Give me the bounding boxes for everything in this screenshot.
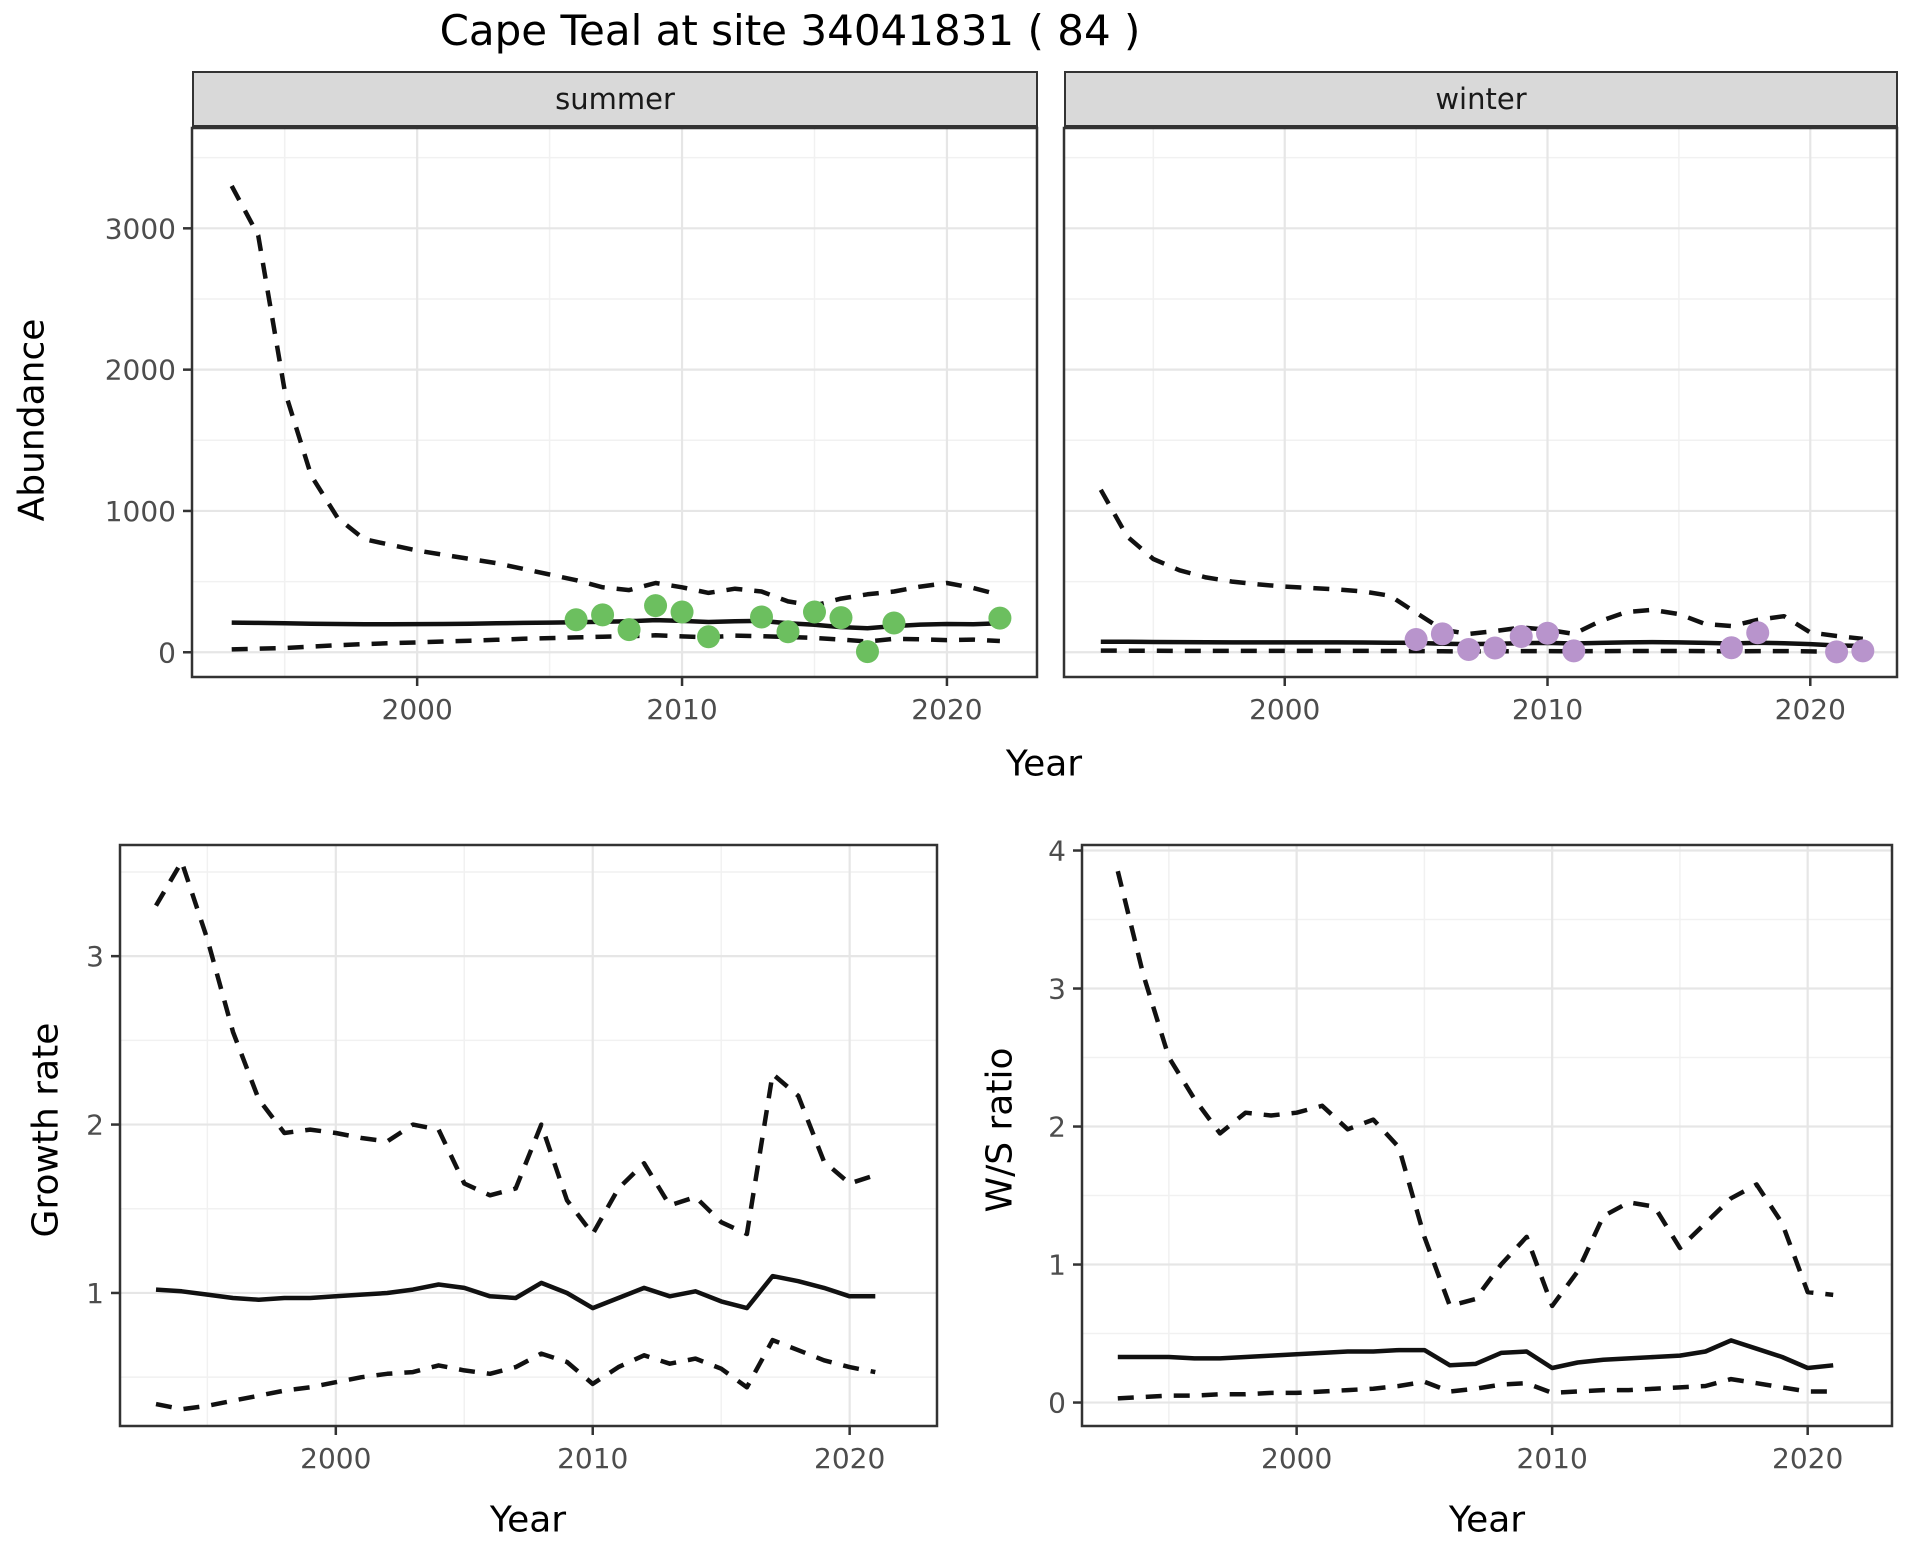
x-axis-title-year-top: Year — [1005, 743, 1083, 785]
panel-border — [1080, 843, 1894, 1428]
facet-strip-summer-label: summer — [555, 82, 675, 116]
abundance_summer-observation-point — [829, 606, 853, 630]
x-tick-label: 2020 — [1772, 1442, 1843, 1475]
panel-background — [1064, 128, 1897, 677]
abundance_summer-observation-point — [802, 600, 826, 624]
abundance_winter-observation-point — [1536, 621, 1560, 645]
abundance_summer-observation-point — [882, 611, 906, 635]
abundance_summer-observation-point — [750, 605, 774, 629]
panel-ws-ratio: 2000 2010 2020 0 1 2 3 4 — [1048, 835, 1894, 1475]
y-tick-label: 3 — [86, 940, 104, 973]
abundance_winter-observation-point — [1562, 639, 1586, 663]
y-axis-title-growth-rate: Growth rate — [25, 1022, 67, 1238]
growth_rate-estimate-line — [155, 1273, 876, 1311]
abundance_winter-observation-point — [1719, 636, 1743, 660]
abundance_summer-observation-point — [670, 600, 694, 624]
y-tick-label: 2 — [1048, 1111, 1066, 1144]
x-axis-title-year-ws: Year — [1448, 1499, 1526, 1541]
abundance_summer-observation-point — [776, 620, 800, 644]
y-tick-label: 1000 — [105, 495, 176, 528]
abundance_winter-observation-point — [1746, 621, 1770, 645]
growth_rate-upper-95ci-line — [154, 859, 876, 1237]
x-tick-label: 2000 — [382, 693, 453, 726]
x-tick-label: 2000 — [1249, 693, 1320, 726]
abundance_summer-observation-point — [591, 603, 615, 627]
abundance_winter-upper-95ci-line — [1098, 488, 1864, 642]
ws_ratio-estimate-line — [1117, 1338, 1834, 1371]
facet-strip-winter: winter — [1064, 71, 1898, 128]
panel-border — [118, 843, 939, 1428]
abundance_summer-observation-point — [855, 640, 879, 664]
abundance_summer-upper-95ci-line — [229, 184, 1001, 608]
abundance_winter-observation-point — [1825, 640, 1849, 664]
x-tick-label: 2010 — [557, 1442, 628, 1475]
panel-border — [1062, 126, 1899, 679]
abundance_winter-observation-point — [1430, 622, 1454, 646]
x-tick-label: 2020 — [814, 1442, 885, 1475]
panel-growth-rate: 2000 2010 2020 1 2 3 — [86, 843, 939, 1475]
abundance_winter-observation-point — [1851, 639, 1875, 663]
abundance_summer-observation-point — [697, 625, 721, 649]
panel-background — [192, 128, 1037, 677]
panel-background — [120, 845, 937, 1426]
x-tick-label: 2000 — [300, 1442, 371, 1475]
y-axis-title-ws-ratio: W/S ratio — [979, 1047, 1021, 1213]
x-tick-label: 2000 — [1261, 1442, 1332, 1475]
panel-abundance-winter: 2000 2010 2020 — [1062, 126, 1899, 726]
y-tick-label: 4 — [1048, 835, 1066, 868]
panel-abundance-summer: 2000 2010 2020 0 1000 2000 3000 — [105, 126, 1039, 726]
panel-background — [1082, 845, 1892, 1426]
abundance_winter-observation-point — [1509, 624, 1533, 648]
abundance_summer-estimate-line — [231, 617, 1000, 631]
ws_ratio-lower-95ci-line — [1117, 1376, 1834, 1401]
x-axis-title-year-growth: Year — [489, 1499, 567, 1541]
abundance_summer-observation-point — [988, 606, 1012, 630]
y-tick-label: 2 — [86, 1109, 104, 1142]
y-tick-label: 1 — [86, 1277, 104, 1310]
y-tick-label: 0 — [158, 636, 176, 669]
x-tick-label: 2010 — [1512, 693, 1583, 726]
figure-title: Cape Teal at site 34041831 ( 84 ) — [439, 6, 1141, 55]
panel-border — [190, 126, 1039, 679]
abundance_summer-observation-point — [564, 608, 588, 632]
abundance_winter-lower-95ci-line — [1100, 648, 1863, 654]
y-tick-label: 3000 — [105, 212, 176, 245]
abundance_summer-observation-point — [644, 594, 668, 618]
y-tick-label: 2000 — [105, 354, 176, 387]
growth_rate-lower-95ci-line — [155, 1337, 876, 1412]
y-axis-title-abundance: Abundance — [11, 318, 53, 522]
facet-strip-winter-label: winter — [1435, 82, 1527, 116]
abundance_winter-observation-point — [1483, 636, 1507, 660]
abundance_winter-observation-point — [1404, 628, 1428, 652]
y-tick-label: 3 — [1048, 973, 1066, 1006]
x-tick-label: 2020 — [911, 693, 982, 726]
y-tick-label: 1 — [1048, 1249, 1066, 1282]
x-tick-label: 2010 — [1517, 1442, 1588, 1475]
abundance_summer-observation-point — [617, 618, 641, 642]
ws_ratio-upper-95ci-line — [1115, 870, 1834, 1309]
abundance_winter-observation-point — [1457, 637, 1481, 661]
x-tick-label: 2010 — [646, 693, 717, 726]
y-tick-label: 0 — [1048, 1387, 1066, 1420]
x-tick-label: 2020 — [1775, 693, 1846, 726]
facet-strip-summer: summer — [192, 71, 1038, 128]
